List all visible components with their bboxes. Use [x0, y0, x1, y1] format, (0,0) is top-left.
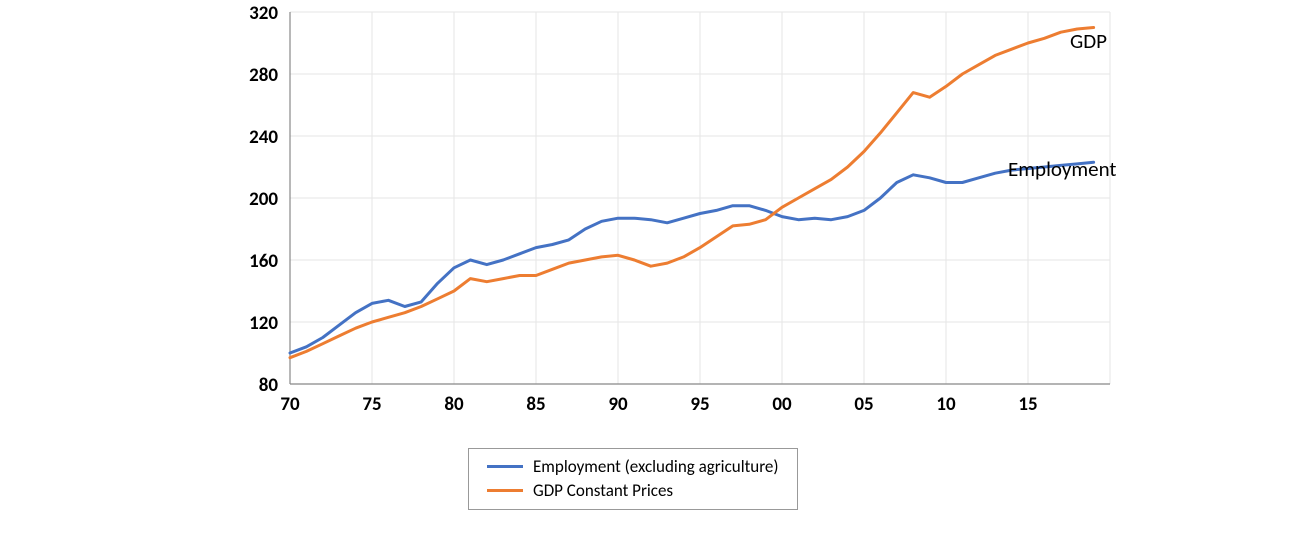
- legend-item-employment: Employment (excluding agriculture): [487, 455, 779, 479]
- y-tick-label: 160: [249, 250, 278, 273]
- y-tick-label: 200: [249, 188, 278, 211]
- x-tick-label: 75: [362, 393, 381, 416]
- y-tick-label: 320: [249, 2, 278, 25]
- y-tick-label: 120: [249, 312, 278, 335]
- legend-label: GDP Constant Prices: [533, 479, 673, 503]
- x-tick-label: 00: [772, 393, 792, 416]
- x-tick-label: 15: [1018, 393, 1037, 416]
- annotation-employment: Employment: [1008, 156, 1116, 182]
- x-tick-label: 90: [608, 393, 628, 416]
- x-tick-label: 05: [854, 393, 873, 416]
- x-tick-label: 10: [936, 393, 956, 416]
- y-tick-label: 280: [249, 64, 278, 87]
- y-tick-label: 240: [249, 126, 278, 149]
- legend-item-gdp: GDP Constant Prices: [487, 479, 779, 503]
- chart-page: 80 120 160 200 240 280 320 70 75 80 85 90 95 00 05 10 15…: [0, 0, 1312, 537]
- x-tick-label: 95: [690, 393, 709, 416]
- legend: Employment (excluding agriculture) GDP C…: [468, 448, 798, 510]
- x-tick-label: 70: [280, 393, 300, 416]
- x-tick-label: 80: [444, 393, 464, 416]
- y-tick-label: 80: [259, 374, 279, 397]
- annotation-gdp: GDP: [1070, 28, 1107, 54]
- legend-swatch-gdp: [487, 489, 523, 492]
- legend-label: Employment (excluding agriculture): [533, 455, 779, 479]
- legend-swatch-employment: [487, 465, 523, 468]
- x-tick-label: 85: [526, 393, 545, 416]
